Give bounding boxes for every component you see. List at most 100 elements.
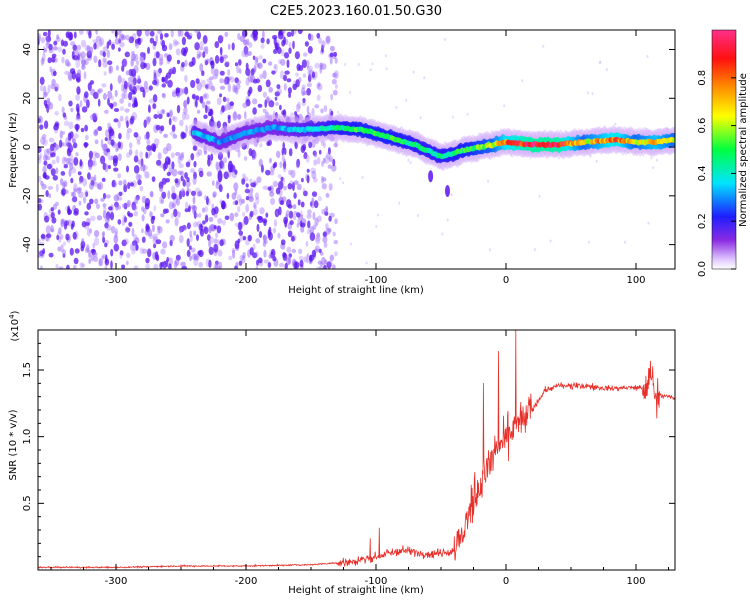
spectrogram-noise-blob <box>67 219 73 227</box>
spectrogram-noise-blob <box>208 246 214 255</box>
spectrogram-noise-blob <box>205 196 209 205</box>
spectrogram-noise-blob <box>96 215 103 221</box>
spectrogram-noise-blob <box>113 167 119 172</box>
spectrogram-noise-blob <box>245 183 249 188</box>
spectrogram-noise-blob <box>203 226 209 235</box>
spectrogram-noise-blob <box>38 250 41 258</box>
spectrogram-noise-blob <box>191 56 196 66</box>
spectrogram-noise-blob <box>93 42 97 50</box>
spectrogram-noise-blob <box>73 188 77 193</box>
spectrogram-noise-blob <box>112 158 118 167</box>
spectrogram-noise-blob <box>241 142 247 150</box>
spectrogram-noise-blob <box>119 41 125 48</box>
spectrogram-noise-blob <box>269 170 275 176</box>
spectrogram-noise-blob <box>253 64 257 74</box>
spectrogram-noise-blob <box>206 171 212 177</box>
spectrogram-noise-blob <box>312 211 316 221</box>
spectrogram-noise-blob <box>246 38 250 46</box>
spectrogram-noise-blob <box>306 105 310 115</box>
spectrogram-noise-blob <box>171 168 178 177</box>
spectrogram-noise-blob <box>329 57 333 65</box>
spectrogram-noise-blob <box>79 159 83 167</box>
spectrogram-noise-blob <box>106 224 112 231</box>
spectrogram-noise-blob <box>132 204 138 211</box>
spectrogram-noise-blob <box>118 191 123 197</box>
spectrogram-speck <box>446 218 449 222</box>
spectrogram-noise-blob <box>212 193 216 198</box>
spectrogram-noise-blob <box>39 153 43 158</box>
spectrogram-noise-blob <box>302 91 308 96</box>
spectrogram-noise-blob <box>126 165 129 173</box>
spectrogram-noise-blob <box>86 99 90 109</box>
spectrogram-noise-blob <box>143 52 146 61</box>
spectrogram-noise-blob <box>191 204 196 210</box>
spectrogram-noise-blob <box>237 238 241 244</box>
spectrogram-noise-blob <box>238 198 243 206</box>
spectrogram-noise-blob <box>296 183 302 191</box>
spectrogram-noise-blob <box>102 192 107 200</box>
spectrogram-noise-blob <box>233 182 239 191</box>
spectrogram-noise-blob <box>43 48 48 53</box>
spectrogram-noise-blob <box>85 191 88 197</box>
spectrogram-noise-blob <box>170 213 174 219</box>
spectrogram-noise-blob <box>135 244 139 251</box>
spectrogram-noise-blob <box>236 194 242 202</box>
spectrogram-noise-blob <box>98 258 102 267</box>
spectrogram-noise-blob <box>38 118 41 123</box>
spectrogram-noise-blob <box>38 198 42 204</box>
spectrogram-noise-blob <box>257 103 263 108</box>
spectrogram-noise-blob <box>201 101 206 109</box>
spectrogram-noise-blob <box>102 231 106 237</box>
spectrogram-noise-blob <box>185 124 188 134</box>
spectrogram-noise-blob <box>246 51 252 56</box>
spectrogram-noise-blob <box>325 227 331 235</box>
spectrogram-speck <box>533 248 536 251</box>
spectrogram-noise-blob <box>271 70 276 75</box>
spectrogram-noise-blob <box>299 259 304 268</box>
spectrogram-noise-blob <box>69 32 74 41</box>
spectrogram-noise-blob <box>73 257 79 265</box>
spectrogram-noise-blob <box>242 173 246 179</box>
spectrogram-noise-blob <box>104 163 109 173</box>
colorbar <box>711 29 737 270</box>
spectrogram-noise-blob <box>150 215 155 225</box>
x-tick-label: -300 <box>105 576 128 587</box>
colorbar-tick-label: 0.2 <box>697 213 708 229</box>
spectrogram-noise-blob <box>55 183 59 193</box>
spectrogram-noise-blob <box>52 203 58 210</box>
spectrogram-noise-blob <box>255 238 261 244</box>
spectrogram-noise-blob <box>148 104 151 113</box>
spectrogram-noise-blob <box>204 92 209 100</box>
spectrogram-noise-blob <box>113 243 120 252</box>
spectrogram-noise-blob <box>241 178 246 185</box>
spectrogram-noise-blob <box>242 236 247 241</box>
spectrogram-noise-blob <box>165 219 170 224</box>
spectrogram-noise-blob <box>42 53 46 62</box>
spectrogram-noise-blob <box>292 83 298 91</box>
spectrogram-noise-blob <box>205 258 211 268</box>
spectrogram-noise-blob <box>243 216 249 225</box>
spectrogram-noise-blob <box>141 228 144 234</box>
spectrogram-noise-blob <box>148 98 155 104</box>
spectrogram-noise-blob <box>94 152 100 159</box>
spectrogram-noise-blob <box>308 141 313 149</box>
spectrogram-noise-blob <box>311 107 315 117</box>
spectrogram-noise-blob <box>128 149 133 156</box>
spectrogram-noise-blob <box>221 105 225 113</box>
spectrogram-noise-blob <box>196 30 200 38</box>
spectrogram-noise-blob <box>162 241 168 249</box>
spectrogram-noise-blob <box>279 70 285 80</box>
spectrogram-noise-blob <box>218 265 222 269</box>
spectrogram-noise-blob <box>279 104 282 111</box>
spectrogram-noise-blob <box>123 92 128 100</box>
colorbar-label: Normalized spectral amplitude <box>738 73 749 227</box>
spectrogram-x-ticks: -300 -200 -100 0 100 <box>105 30 646 286</box>
spectrogram-noise-blob <box>60 244 64 253</box>
spectrogram-noise-blob <box>268 101 273 108</box>
spectrogram-speck <box>371 62 374 66</box>
spectrogram-noise-blob <box>102 51 107 58</box>
spectrogram-noise-blob <box>171 202 176 209</box>
spectrogram-noise-blob <box>291 30 297 35</box>
spectrogram-noise-blob <box>45 236 51 242</box>
spectrogram-noise-blob <box>213 225 217 230</box>
